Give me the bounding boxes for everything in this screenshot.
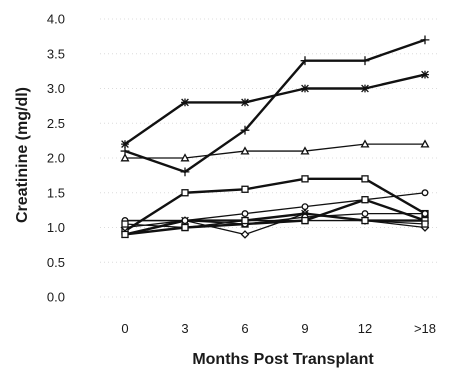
point-marker [121, 220, 129, 228]
point-marker [421, 70, 429, 79]
x-tick-label: 3 [181, 321, 188, 336]
point-marker [241, 216, 249, 225]
x-tick-label: 12 [358, 321, 372, 336]
point-marker [360, 139, 370, 148]
point-marker [421, 220, 429, 228]
y-axis-title: Creatinine (mg/dl) [14, 87, 31, 223]
series-line [124, 219, 426, 229]
y-tick-label: 1.5 [47, 185, 65, 200]
point-marker [301, 203, 309, 211]
point-marker [240, 146, 250, 155]
point-marker [301, 84, 309, 93]
series-line [124, 177, 426, 232]
y-tick-labels: 0.0 0.5 1.0 1.5 2.0 2.5 3.0 3.5 4.0 [47, 12, 65, 305]
point-marker [181, 223, 189, 232]
series-line [124, 198, 426, 236]
y-tick-label: 0.5 [47, 255, 65, 270]
series-line [124, 73, 426, 146]
series-plus [120, 35, 430, 177]
point-marker [181, 98, 189, 107]
x-axis-title: Months Post Transplant [192, 351, 374, 368]
point-marker [420, 35, 430, 45]
series-square [121, 216, 429, 232]
point-marker [421, 210, 429, 218]
point-marker [181, 217, 189, 224]
point-marker [361, 175, 369, 183]
point-marker [241, 210, 249, 218]
x-tick-label: 9 [301, 321, 308, 336]
x-tick-label: 6 [241, 321, 248, 336]
point-marker [241, 185, 249, 193]
y-tick-label: 4.0 [47, 12, 65, 27]
x-tick-label: 0 [121, 321, 128, 336]
point-marker [120, 153, 130, 162]
point-marker [301, 216, 309, 225]
point-marker [121, 230, 129, 239]
point-marker [121, 140, 129, 148]
y-tick-label: 3.5 [47, 46, 65, 61]
point-marker [361, 216, 369, 225]
point-marker [300, 56, 310, 66]
series-group [120, 35, 430, 239]
series-line [125, 143, 425, 159]
y-tick-label: 0.0 [47, 290, 65, 305]
point-marker [361, 84, 369, 93]
series-star [121, 70, 429, 148]
x-tick-labels: 0 3 6 9 12 >18 [121, 321, 436, 336]
point-marker [361, 196, 369, 204]
point-marker [241, 98, 249, 107]
point-marker [181, 189, 189, 197]
point-marker [240, 125, 250, 135]
point-marker [301, 175, 309, 183]
point-marker [180, 167, 190, 177]
series-line [124, 38, 426, 174]
point-marker [240, 230, 250, 239]
point-marker [180, 153, 190, 162]
point-marker [300, 146, 310, 155]
point-marker [420, 139, 430, 148]
y-tick-label: 2.5 [47, 116, 65, 131]
point-marker [360, 56, 370, 66]
point-marker [361, 210, 369, 218]
y-tick-label: 3.0 [47, 81, 65, 96]
y-tick-label: 2.0 [47, 151, 65, 166]
y-tick-label: 1.0 [47, 220, 65, 235]
point-marker [421, 189, 429, 197]
series-triangle [120, 139, 430, 162]
x-tick-label: >18 [414, 321, 436, 336]
